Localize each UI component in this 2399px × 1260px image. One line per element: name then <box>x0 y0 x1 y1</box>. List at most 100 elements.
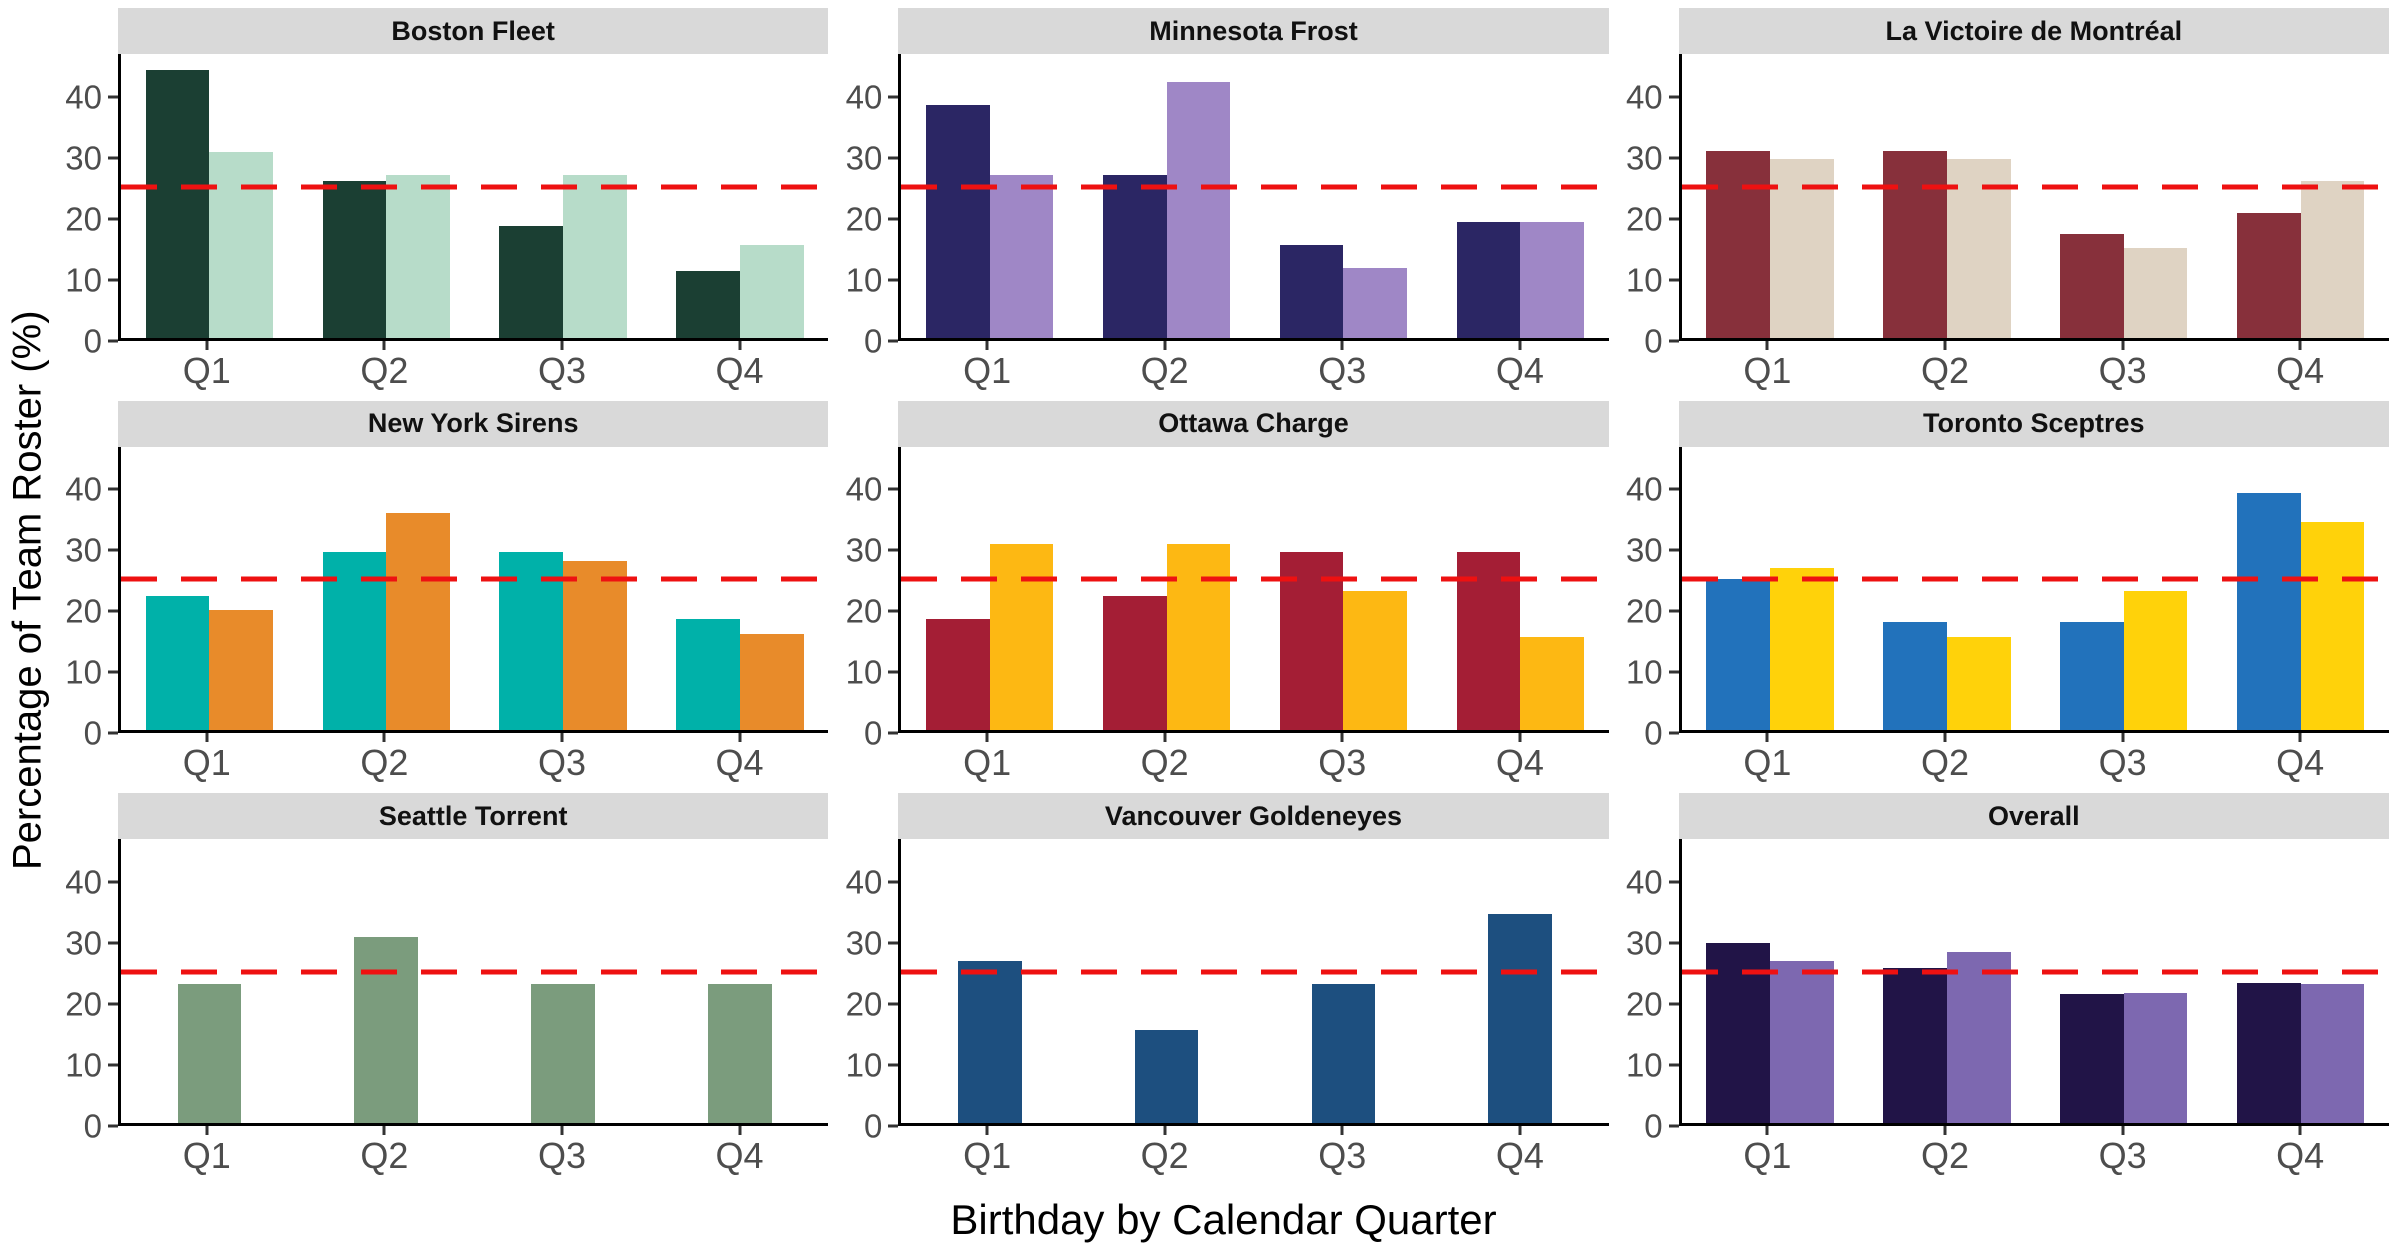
bar <box>989 544 1054 731</box>
y-tick-label: 10 <box>65 1046 102 1084</box>
y-tick-mark <box>1668 278 1679 282</box>
bar <box>1946 951 2011 1123</box>
y-tick-label: 10 <box>65 261 102 299</box>
bar <box>2236 212 2301 338</box>
plot-area <box>898 446 1609 734</box>
x-tick-label: Q4 <box>2276 742 2325 784</box>
y-tick-mark <box>888 339 899 343</box>
bar <box>708 983 772 1123</box>
y-tick-mark <box>888 1002 899 1006</box>
x-tick-label: Q4 <box>1495 349 1544 391</box>
y-tick-mark <box>888 941 899 945</box>
facet-title: Minnesota Frost <box>898 8 1609 54</box>
x-tick-mark <box>560 1125 564 1135</box>
x-tick-mark <box>985 733 989 743</box>
bar <box>1883 150 1947 338</box>
y-tick-label: 20 <box>1625 592 1663 630</box>
y-tick-mark <box>888 670 899 674</box>
y-tick-mark <box>888 1063 899 1067</box>
x-axis-title: Birthday by Calendar Quarter <box>950 1196 1497 1243</box>
bar <box>1279 244 1344 338</box>
y-tick-label: 40 <box>65 470 102 508</box>
facet-panel: La Victoire de Montréal 0 10 20 30 40 Q1 Q2 Q3… <box>1619 8 2389 397</box>
bar <box>177 983 242 1123</box>
y-tick-label: 10 <box>845 1046 883 1084</box>
bar <box>926 105 990 338</box>
bar <box>739 244 804 338</box>
y-tick-mark <box>888 1124 899 1128</box>
x-tick-label: Q2 <box>1921 349 1970 391</box>
bar <box>499 226 564 338</box>
y-tick-mark <box>108 941 118 945</box>
x-tick-mark <box>560 733 564 743</box>
x-axis: Q1 Q2 Q3 Q4 <box>118 733 828 789</box>
y-tick-label: 30 <box>845 531 883 569</box>
x-tick-mark <box>205 340 209 350</box>
y-tick-mark <box>108 1063 118 1067</box>
y-tick-label: 0 <box>1644 714 1663 752</box>
y-tick-label: 30 <box>1625 531 1663 569</box>
x-tick-mark <box>1340 733 1344 743</box>
x-tick-mark <box>1518 1125 1522 1135</box>
y-tick-label: 10 <box>845 653 883 691</box>
x-tick-label: Q3 <box>537 1134 586 1176</box>
reference-line-25pct <box>901 184 1609 190</box>
x-tick-mark <box>985 340 989 350</box>
y-axis: 0 10 20 30 40 <box>1619 54 1679 357</box>
facet-panel: Overall 0 10 20 30 40 Q1 Q2 Q3 Q4 <box>1619 793 2389 1182</box>
y-tick-label: 10 <box>1625 653 1663 691</box>
bar <box>676 618 740 731</box>
x-tick-mark <box>738 733 742 743</box>
x-tick-label: Q1 <box>1743 742 1792 784</box>
facet-panel: Seattle Torrent 0 10 20 30 40 Q1 Q2 Q3 Q4 <box>58 793 829 1182</box>
facet-title: Overall <box>1678 793 2389 840</box>
bar <box>386 513 450 731</box>
facet-panel: Minnesota Frost 0 10 20 30 40 Q1 Q2 Q3 Q4 <box>838 8 1609 397</box>
x-tick-label: Q2 <box>1140 742 1189 784</box>
x-tick-label: Q1 <box>963 349 1012 391</box>
y-tick-label: 30 <box>65 139 102 177</box>
y-tick-label: 30 <box>845 139 883 177</box>
bar <box>322 181 387 338</box>
x-tick-label: Q2 <box>360 349 409 391</box>
y-axis: 0 10 20 30 40 <box>58 447 118 750</box>
reference-line-25pct <box>901 969 1609 975</box>
y-tick-mark <box>108 880 118 884</box>
facet-title: Toronto Sceptres <box>1678 400 2389 447</box>
y-tick-mark <box>108 95 118 99</box>
y-tick-mark <box>1668 609 1679 613</box>
x-tick-label: Q3 <box>2098 742 2147 784</box>
y-tick-label: 10 <box>1625 261 1663 299</box>
x-axis: Q1 Q2 Q3 Q4 <box>898 1125 1608 1182</box>
x-tick-label: Q3 <box>2098 349 2147 391</box>
y-tick-mark <box>108 731 118 735</box>
bar <box>1946 637 2011 731</box>
y-tick-label: 0 <box>863 714 883 752</box>
x-tick-mark <box>1943 1125 1947 1135</box>
x-axis: Q1 Q2 Q3 Q4 <box>118 340 828 397</box>
bar <box>739 633 804 731</box>
bar <box>1706 150 1771 338</box>
bar <box>1102 175 1167 338</box>
x-tick-mark <box>1765 340 1769 350</box>
y-tick-label: 20 <box>1625 200 1663 238</box>
y-tick-label: 20 <box>845 592 883 630</box>
y-axis: 0 10 20 30 40 <box>838 54 899 357</box>
y-tick-label: 10 <box>845 261 883 299</box>
y-tick-mark <box>108 339 118 343</box>
x-tick-mark <box>1518 733 1522 743</box>
x-tick-mark <box>985 1125 989 1135</box>
reference-line-25pct <box>901 576 1609 582</box>
y-tick-mark <box>1668 95 1679 99</box>
plot-area <box>118 839 829 1126</box>
bar <box>1883 968 1947 1123</box>
bar <box>1311 983 1376 1123</box>
bar <box>1706 579 1771 731</box>
x-tick-label: Q4 <box>715 1134 764 1176</box>
bar <box>563 561 627 731</box>
plot-area <box>118 446 829 734</box>
y-tick-label: 30 <box>65 924 102 962</box>
x-tick-mark <box>1943 340 1947 350</box>
x-tick-label: Q3 <box>537 742 586 784</box>
